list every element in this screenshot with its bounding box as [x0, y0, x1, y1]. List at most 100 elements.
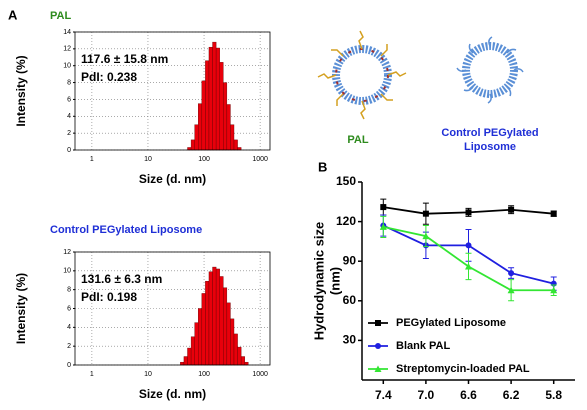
- chart-title: PAL: [50, 10, 71, 22]
- illustration-label: Control PEGylated: [441, 127, 538, 139]
- histogram-bar: [223, 82, 228, 151]
- histogram-bar: [194, 322, 199, 366]
- y-tick-label: 10: [63, 268, 71, 275]
- y-tick-label: 6: [67, 96, 71, 103]
- y-tick-label: 30: [343, 333, 357, 347]
- histogram-bar: [215, 268, 220, 366]
- histogram-bar: [183, 356, 188, 366]
- y-tick-label: 6: [67, 305, 71, 312]
- histogram-bar: [198, 308, 203, 366]
- y-tick-label: 120: [336, 214, 356, 228]
- histogram-bar: [233, 139, 238, 151]
- histogram-bar: [237, 346, 242, 366]
- histogram-bar: [219, 62, 224, 151]
- x-tick-label: 6.2: [503, 388, 520, 402]
- y-tick-label: 2: [67, 343, 71, 350]
- histogram-bar: [212, 41, 217, 151]
- x-tick-label: 100: [198, 156, 210, 163]
- marker: [422, 232, 430, 240]
- x-tick-label: 100: [198, 371, 210, 378]
- x-tick-label: 7.4: [375, 388, 392, 402]
- plot-frame: [74, 31, 271, 151]
- histogram-bar: [187, 347, 192, 366]
- histogram-bar: [201, 293, 206, 366]
- annotation: PdI: 0.238: [81, 70, 137, 84]
- histogram-bar: [208, 46, 213, 151]
- x-tick-label: 7.0: [418, 388, 435, 402]
- histogram-bar: [244, 361, 249, 366]
- annotation: 117.6 ± 15.8 nm: [81, 52, 168, 66]
- histogram-bar: [190, 336, 195, 366]
- histogram-bar: [190, 139, 195, 151]
- histogram-bar: [180, 361, 185, 366]
- histogram-bar: [233, 333, 238, 366]
- marker: [375, 320, 381, 326]
- y-tick-label: 60: [343, 293, 357, 307]
- x-axis-label: Size (d. nm): [139, 387, 206, 401]
- x-tick-label: 1: [90, 371, 94, 378]
- marker: [465, 209, 472, 216]
- y-tick-label: 2: [67, 130, 71, 137]
- histogram-bar: [208, 271, 213, 366]
- marker: [374, 365, 382, 372]
- y-axis-label: (nm): [327, 267, 342, 295]
- y-tick-label: 14: [63, 29, 71, 36]
- illustration-label: PAL: [347, 134, 368, 146]
- histogram-bar: [219, 276, 224, 366]
- y-tick-label: 10: [63, 63, 71, 70]
- histogram-bar: [215, 47, 220, 151]
- legend-label: Streptomycin-loaded PAL: [396, 363, 530, 375]
- histogram-bar: [198, 103, 203, 151]
- marker: [375, 343, 381, 349]
- y-axis-label: Intensity (%): [14, 55, 28, 126]
- marker: [422, 210, 429, 217]
- histogram-bar: [230, 124, 235, 151]
- x-tick-label: 1000: [252, 156, 268, 163]
- legend-label: Blank PAL: [396, 340, 450, 352]
- x-tick-label: 1000: [252, 371, 268, 378]
- marker: [508, 206, 515, 213]
- liposome-illustration: [456, 36, 524, 104]
- x-axis-label: Size (d. nm): [139, 172, 206, 186]
- histogram-bar: [205, 280, 210, 366]
- y-axis-label: Intensity (%): [14, 273, 28, 344]
- marker: [550, 210, 557, 217]
- marker: [465, 242, 472, 249]
- x-tick-label: 10: [144, 156, 152, 163]
- panel-label: B: [318, 159, 327, 174]
- y-tick-label: 4: [67, 324, 71, 331]
- histogram-bar: [226, 104, 231, 151]
- marker: [380, 204, 387, 211]
- y-tick-label: 4: [67, 113, 71, 120]
- y-tick-label: 150: [336, 174, 356, 188]
- marker: [465, 262, 472, 270]
- x-tick-label: 5.8: [545, 388, 562, 402]
- x-tick-label: 6.6: [460, 388, 477, 402]
- chart-title: Control PEGylated Liposome: [50, 224, 202, 236]
- panel-label: A: [8, 7, 18, 22]
- histogram-bar: [205, 60, 210, 151]
- y-tick-label: 12: [63, 46, 71, 53]
- y-tick-label: 90: [343, 253, 357, 267]
- annotation: 131.6 ± 6.3 nm: [81, 272, 162, 286]
- y-tick-label: 12: [63, 249, 71, 256]
- annotation: PdI: 0.198: [81, 290, 137, 304]
- y-tick-label: 8: [67, 79, 71, 86]
- y-tick-label: 0: [67, 147, 71, 154]
- histogram-bar: [194, 124, 199, 151]
- marker: [508, 270, 515, 277]
- illustration-label: Liposome: [464, 141, 516, 153]
- histogram-bar: [212, 266, 217, 366]
- marker: [379, 223, 387, 230]
- marker: [507, 286, 515, 294]
- histogram-bar: [201, 80, 206, 151]
- y-axis-label: Hydrodynamic size: [311, 222, 326, 341]
- histogram-bar: [223, 287, 228, 366]
- histogram-bar: [230, 318, 235, 366]
- legend-label: PEGylated Liposome: [396, 317, 506, 329]
- marker: [550, 286, 558, 294]
- plot-frame: [74, 251, 271, 366]
- histogram-bar: [240, 356, 245, 366]
- x-tick-label: 1: [90, 156, 94, 163]
